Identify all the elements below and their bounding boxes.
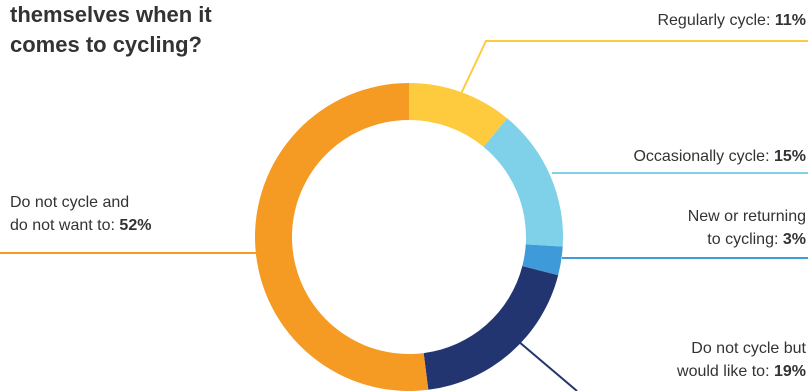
slice-would-like-to bbox=[423, 266, 559, 390]
label-would-like-to: Do not cycle but would like to: 19% bbox=[677, 337, 806, 383]
slice-regularly-cycle bbox=[409, 83, 508, 147]
label-would-like-to-line-1: Do not cycle but bbox=[691, 340, 806, 357]
label-do-not-want-to: Do not cycle and do not want to: 52% bbox=[10, 191, 151, 237]
label-occasionally-cycle-value: 15% bbox=[773, 148, 806, 165]
chart-title-line-2: comes to cycling? bbox=[10, 32, 202, 57]
chart-title-line-1: themselves when it bbox=[10, 2, 212, 27]
label-new-or-returning: New or returning to cycling: 3% bbox=[688, 205, 806, 251]
chart-title: themselves when it comes to cycling? bbox=[10, 0, 310, 60]
leader-line-regularly-cycle bbox=[460, 40, 808, 93]
slice-new-or-returning bbox=[522, 244, 563, 276]
slice-occasionally-cycle bbox=[483, 118, 563, 247]
label-do-not-want-to-value: 52% bbox=[119, 217, 152, 234]
label-do-not-want-to-line-2: do not want to: bbox=[10, 217, 115, 234]
label-new-or-returning-value: 3% bbox=[782, 231, 806, 248]
leader-line-would-like-to bbox=[504, 329, 578, 391]
label-regularly-cycle-text: Regularly cycle: bbox=[657, 12, 771, 29]
label-new-or-returning-line-1: New or returning bbox=[687, 208, 806, 225]
label-occasionally-cycle-text: Occasionally cycle: bbox=[633, 148, 770, 165]
label-would-like-to-line-2: would like to: bbox=[677, 363, 770, 380]
label-do-not-want-to-line-1: Do not cycle and bbox=[10, 194, 130, 211]
label-occasionally-cycle: Occasionally cycle: 15% bbox=[633, 145, 806, 168]
label-regularly-cycle-value: 11% bbox=[774, 12, 806, 29]
label-new-or-returning-line-2: to cycling: bbox=[707, 231, 779, 248]
label-would-like-to-value: 19% bbox=[773, 363, 806, 380]
label-regularly-cycle: Regularly cycle: 11% bbox=[657, 9, 806, 32]
slice-do-not-want-to bbox=[255, 83, 429, 391]
